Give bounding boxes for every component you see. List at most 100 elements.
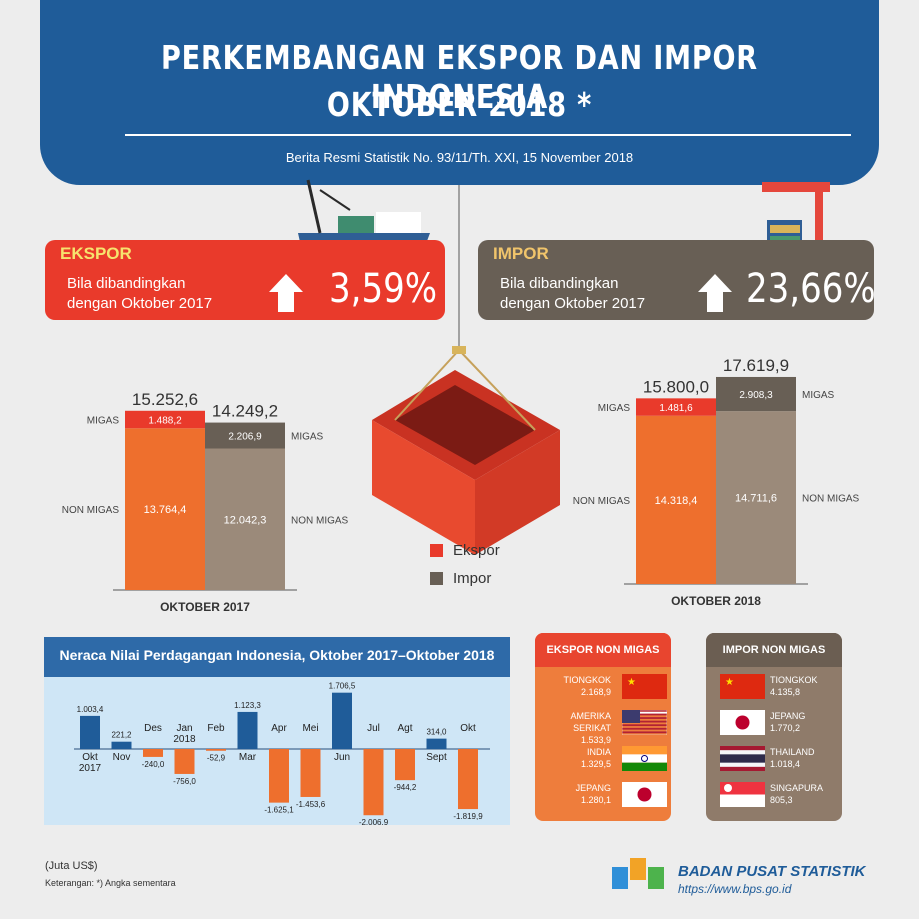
country-name: JEPANG <box>770 711 806 721</box>
label-total-ekspor: 15.800,0 <box>643 377 709 396</box>
svg-text:★: ★ <box>725 677 734 688</box>
label-non-migas-ekspor: 13.764,4 <box>144 504 187 516</box>
china-flag-icon: ★ <box>720 674 765 699</box>
china-flag-icon: ★ <box>622 674 667 699</box>
axis-label-migas-left: MIGAS <box>87 416 120 427</box>
neraca-category-label: Jun <box>334 752 350 763</box>
ekspor-growth-banner: EKSPOR Bila dibandingkan dengan Oktober … <box>45 240 445 320</box>
chart-period-label: OKTOBER 2018 <box>671 594 761 608</box>
neraca-bar <box>426 738 447 749</box>
country-value: 1.329,5 <box>580 759 611 769</box>
bar-non-migas-ekspor <box>636 415 716 584</box>
neraca-category-label: Des <box>144 723 162 734</box>
label-total-ekspor: 15.252,6 <box>132 390 198 409</box>
legend: Ekspor Impor <box>430 536 500 592</box>
neraca-value-label: -1.819,9 <box>453 812 483 821</box>
neraca-category-label: Agt <box>397 723 412 734</box>
neraca-value-label: 1.003,4 <box>77 705 104 714</box>
label-non-migas-impor: 14.711,6 <box>735 493 777 505</box>
impor-growth-banner: IMPOR Bila dibandingkan dengan Oktober 2… <box>478 240 876 320</box>
bps-logo-icon <box>612 858 664 889</box>
country-row: JEPANG 1.770,2 <box>706 707 842 739</box>
bps-url[interactable]: https://www.bps.go.id <box>678 882 792 896</box>
impor-non-migas-panel: IMPOR NON MIGAS TIONGKOK 4.135,8 ★ JEPANG 1.… <box>706 633 842 821</box>
singapore-flag-icon <box>720 782 765 807</box>
country-text: JEPANG 1.770,2 <box>770 710 838 734</box>
neraca-bar <box>363 749 384 816</box>
neraca-title-bar: Neraca Nilai Perdagangan Indonesia, Okto… <box>44 637 510 677</box>
page-title: PERKEMBANGAN EKSPOR DAN IMPOR INDONESIA <box>161 38 758 116</box>
country-text: TIONGKOK 2.168,9 <box>543 674 611 698</box>
country-text: THAILAND 1.018,4 <box>770 746 838 770</box>
neraca-category-label: 2017 <box>79 763 102 774</box>
label-migas-impor: 2.206,9 <box>228 432 262 443</box>
neraca-category-label: Okt <box>460 723 476 734</box>
neraca-bar <box>174 749 195 774</box>
unit-note: (Juta US$) <box>45 860 98 872</box>
neraca-category-label: Feb <box>207 723 225 734</box>
neraca-value-label: -240,0 <box>142 760 165 769</box>
neraca-bar <box>395 749 415 781</box>
axis-label-non-migas-left: NON MIGAS <box>573 496 631 507</box>
bar-migas-ekspor <box>636 398 716 416</box>
neraca-category-label: Jan <box>176 723 192 734</box>
country-name: THAILAND <box>770 747 815 757</box>
country-row: AMERIKA SERIKAT 1.533,9 <box>535 707 671 745</box>
neraca-value-label: -52,9 <box>207 754 226 763</box>
axis-label-non-migas-right: NON MIGAS <box>291 515 349 526</box>
legend-impor: Impor <box>430 564 500 592</box>
svg-text:★: ★ <box>627 677 636 688</box>
legend-ekspor-swatch <box>430 543 443 557</box>
country-name: SINGAPURA <box>770 783 824 793</box>
neraca-title: Neraca Nilai Perdagangan Indonesia, Okto… <box>59 647 495 663</box>
japan-flag-icon <box>622 782 667 807</box>
country-row: INDIA 1.329,5 <box>535 743 671 775</box>
header-divider <box>125 134 851 136</box>
country-row: TIONGKOK 4.135,8 ★ <box>706 671 842 703</box>
neraca-value-label: -2.006,9 <box>359 818 389 825</box>
country-row: THAILAND 1.018,4 <box>706 743 842 775</box>
country-text: AMERIKA SERIKAT 1.533,9 <box>543 710 611 746</box>
axis-label-migas-left: MIGAS <box>598 403 631 414</box>
neraca-bar <box>111 741 132 749</box>
country-value: 2.168,9 <box>580 687 611 697</box>
label-migas-ekspor: 1.488,2 <box>148 416 182 427</box>
country-text: INDIA 1.329,5 <box>543 746 611 770</box>
label-migas-ekspor: 1.481,6 <box>659 403 693 414</box>
country-value: 4.135,8 <box>770 687 801 697</box>
neraca-bar <box>332 692 352 749</box>
bar-migas-ekspor <box>125 410 205 429</box>
neraca-bar <box>458 749 478 810</box>
neraca-category-label: Okt <box>82 752 98 763</box>
legend-ekspor: Ekspor <box>430 536 500 564</box>
axis-label-migas-right: MIGAS <box>291 432 324 443</box>
neraca-bar <box>237 711 258 749</box>
ekspor-non-migas-title: EKSPOR NON MIGAS <box>535 633 671 667</box>
country-value: 1.533,9 <box>580 735 611 745</box>
label-non-migas-ekspor: 14.318,4 <box>655 495 698 507</box>
neraca-bar <box>269 749 289 803</box>
impor-non-migas-title: IMPOR NON MIGAS <box>706 633 842 667</box>
japan-flag-icon <box>720 710 765 735</box>
axis-label-non-migas-left: NON MIGAS <box>62 505 120 516</box>
axis-label-migas-right: MIGAS <box>802 390 835 401</box>
legend-impor-swatch <box>430 571 443 585</box>
bar-migas-impor <box>205 422 285 449</box>
country-name: JEPANG <box>575 783 611 793</box>
country-text: SINGAPURA 805,3 <box>770 782 838 806</box>
ekspor-growth-value: 3,59% <box>329 266 438 312</box>
ekspor-label: EKSPOR <box>60 244 132 263</box>
label-non-migas-impor: 12.042,3 <box>224 514 267 526</box>
neraca-category-label: Mar <box>239 752 257 763</box>
neraca-category-label: Mei <box>302 723 318 734</box>
neraca-category-label: Jul <box>367 723 380 734</box>
impor-growth-value: 23,66% <box>746 266 876 312</box>
neraca-value-label: 314,0 <box>426 728 447 737</box>
neraca-bar <box>206 749 226 751</box>
country-name: AMERIKA SERIKAT <box>570 711 611 733</box>
neraca-category-label: 2018 <box>173 734 196 745</box>
neraca-chart: 1.003,4Okt2017221,2Nov-240,0Des-756,0Jan… <box>74 682 490 825</box>
country-row: SINGAPURA 805,3 <box>706 779 842 811</box>
country-name: TIONGKOK <box>770 675 818 685</box>
